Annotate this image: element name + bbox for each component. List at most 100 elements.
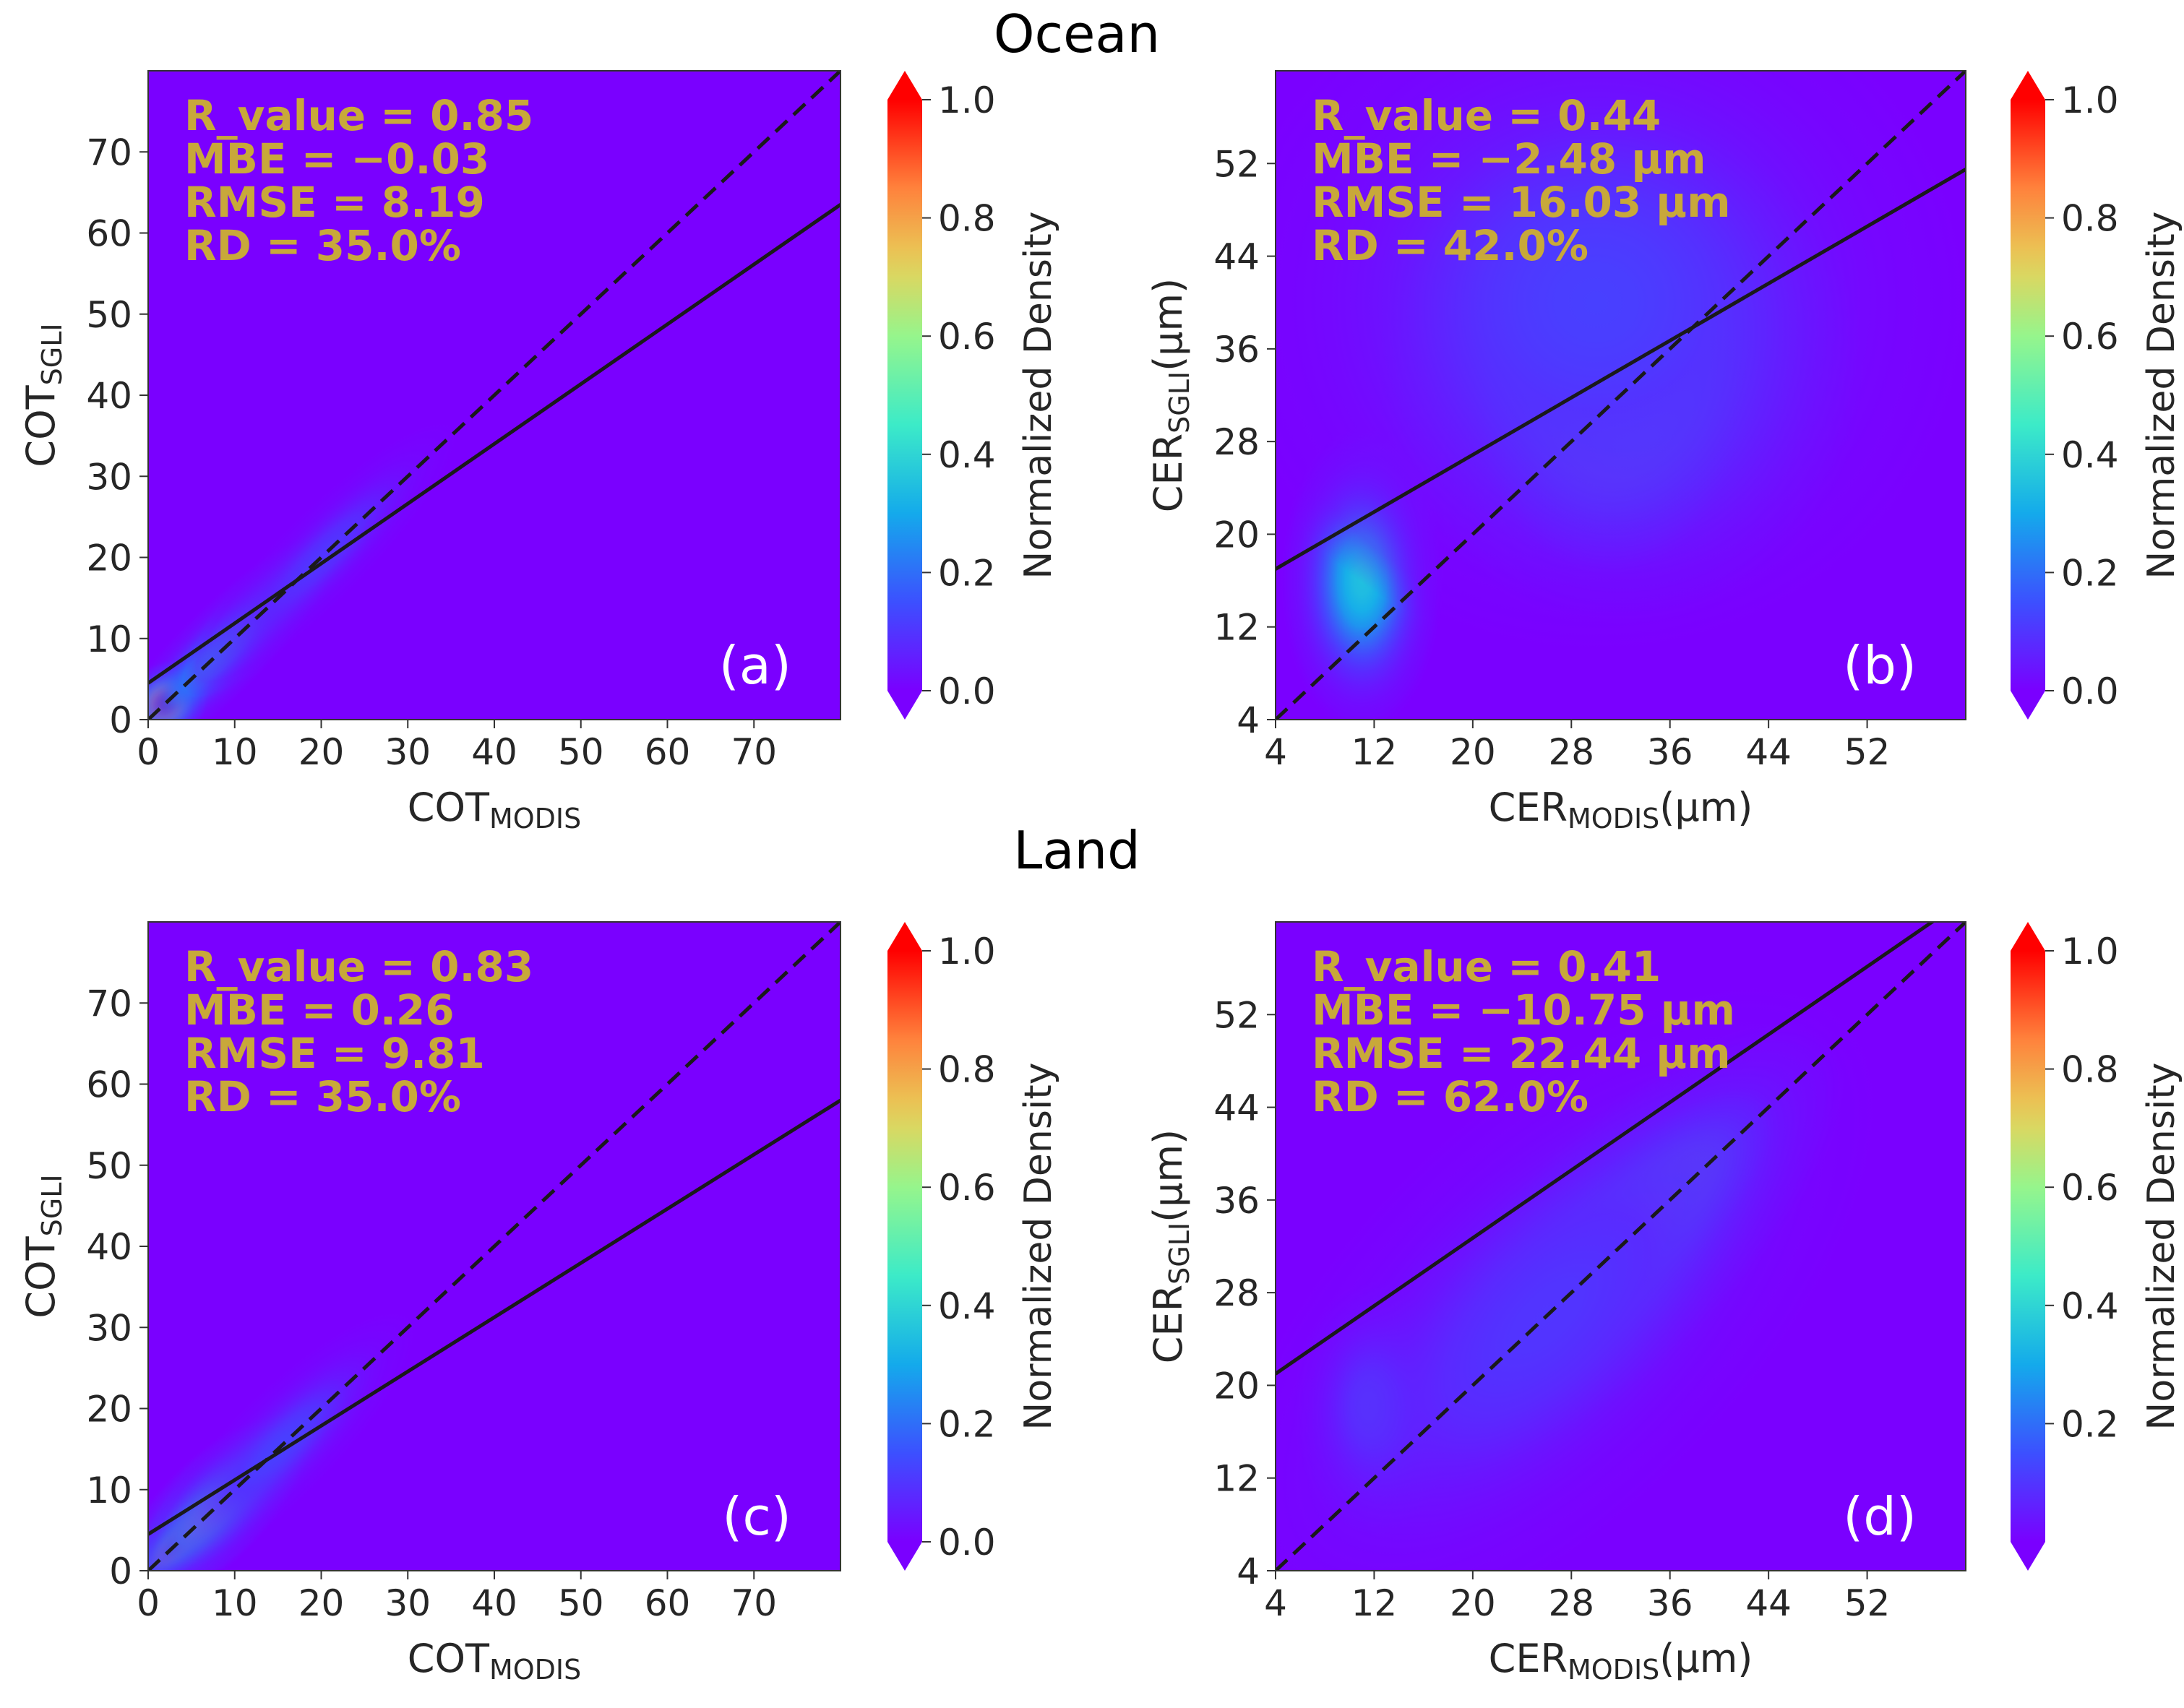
stat-line: RD = 42.0%	[1312, 221, 1588, 270]
colorbar-tick-label: 1.0	[2061, 931, 2119, 972]
stat-line: MBE = 0.26	[184, 985, 455, 1035]
colorbar-extend-max	[887, 71, 922, 100]
colorbar-gradient	[887, 951, 922, 1542]
colorbar-extend-max	[2011, 922, 2045, 951]
y-tick-label: 4	[1237, 699, 1260, 741]
y-tick-label: 60	[86, 213, 132, 255]
colorbar-extend-min	[2011, 1542, 2045, 1571]
colorbar-tick-label: 0.8	[2061, 1049, 2119, 1091]
x-tick-label: 20	[298, 1582, 345, 1624]
colorbar-tick-label: 0.6	[2061, 1167, 2119, 1209]
y-tick-label: 20	[1213, 514, 1260, 556]
colorbar-gradient	[2011, 100, 2045, 691]
panel-label: (d)	[1843, 1486, 1917, 1547]
panel-b: 4 12 20 28 36 44 52 4 12 20 28 36 44 52 CERMODIS(μm) CE…	[1145, 70, 2183, 834]
panels: 0 10 20 30 40 50 60 70010203040506070COTMODISCO…	[18, 70, 2183, 1686]
colorbar-tick-label: 0.8	[938, 198, 996, 240]
x-axis-label: CERMODIS(μm)	[1489, 1636, 1753, 1686]
colorbar-tick-label: 0.4	[2061, 434, 2119, 476]
x-tick-label: 10	[212, 1582, 258, 1624]
regression-line	[1276, 922, 1935, 1376]
y-tick-label: 20	[86, 1389, 132, 1431]
colorbar-tick-label: 0.0	[938, 670, 996, 712]
colorbar-tick-label: 0.4	[938, 1285, 996, 1327]
y-tick-label: 50	[86, 294, 132, 336]
y-tick-label: 70	[86, 131, 132, 173]
colorbar-tick-label: 0.8	[2061, 198, 2119, 240]
density-blob	[1276, 71, 1966, 660]
colorbar: 0.2 0.4 0.6 0.8 1.0 Normalized Density	[2011, 922, 2183, 1571]
colorbar-tick-label: 1.0	[938, 931, 996, 972]
y-tick-label: 10	[86, 1470, 132, 1511]
row-title-ocean: Ocean	[994, 4, 1160, 64]
panel-c: 0 10 20 30 40 50 60 70 0 10 20 30 40 50 60 70 COTMODIS CO…	[18, 921, 1060, 1686]
colorbar-gradient	[2011, 951, 2045, 1542]
colorbar: 0.0 0.2 0.4 0.6 0.8 1.0 Normalized Density	[887, 71, 1060, 720]
x-tick-label: 0	[137, 1582, 160, 1624]
panel-label: (a)	[719, 635, 791, 696]
stat-line: R_value = 0.85	[184, 91, 533, 140]
x-tick-label: 52	[1844, 731, 1891, 773]
y-tick-label: 44	[1213, 1087, 1260, 1129]
colorbar-extend-min	[2011, 691, 2045, 720]
stat-line: R_value = 0.44	[1312, 91, 1661, 140]
y-axis-label: COTSGLI	[18, 1174, 68, 1318]
x-tick-label: 70	[731, 1582, 777, 1624]
x-tick-label: 4	[1264, 1582, 1287, 1624]
y-tick-label: 4	[1237, 1550, 1260, 1592]
panel-label: (c)	[722, 1486, 791, 1547]
y-tick-label: 28	[1213, 421, 1260, 463]
x-tick-label: 36	[1647, 731, 1693, 773]
y-tick-label: 50	[86, 1145, 132, 1187]
one-to-one-line	[1276, 922, 1966, 1571]
colorbar-tick-label: 0.4	[2061, 1285, 2119, 1327]
density-field	[1276, 71, 1966, 720]
panel-label: (b)	[1843, 635, 1917, 696]
colorbar-tick-label: 0.4	[938, 434, 996, 476]
x-tick-label: 20	[1450, 1582, 1496, 1624]
regression-line	[148, 1098, 841, 1536]
x-tick-label: 28	[1548, 1582, 1594, 1624]
colorbar-extend-max	[2011, 71, 2045, 100]
colorbar-tick-label: 0.2	[938, 552, 996, 594]
y-tick-label: 52	[1213, 143, 1260, 185]
x-axis-label: COTMODIS	[408, 1636, 582, 1686]
one-to-one-line	[148, 71, 841, 720]
y-tick-label: 0	[109, 1550, 132, 1592]
stat-line: RD = 62.0%	[1312, 1072, 1588, 1121]
y-tick-label: 36	[1213, 1180, 1260, 1222]
y-tick-label: 40	[86, 1226, 132, 1268]
x-tick-label: 30	[384, 1582, 431, 1624]
plot-frame	[1275, 70, 1966, 720]
x-axis-label: CERMODIS(μm)	[1489, 785, 1753, 834]
x-tick-label: 12	[1351, 731, 1398, 773]
colorbar-tick-label: 1.0	[938, 79, 996, 121]
y-tick-label: 20	[86, 538, 132, 579]
x-tick-label: 36	[1647, 1582, 1693, 1624]
colorbar: 0.0 0.2 0.4 0.6 0.8 1.0 Normalized Density	[887, 922, 1060, 1571]
row-title-land: Land	[1013, 820, 1140, 881]
colorbar-tick-label: 0.0	[2061, 670, 2119, 712]
x-tick-label: 30	[384, 731, 431, 773]
colorbar-tick-label: 0.2	[938, 1403, 996, 1445]
colorbar-label: Normalized Density	[2140, 211, 2183, 579]
panel-a: 0 10 20 30 40 50 60 70 0 10 20 30 40 50 60 70 COTMODIS CO…	[18, 70, 1060, 834]
stat-line: MBE = −2.48 μm	[1312, 134, 1706, 184]
colorbar-tick-label: 0.2	[2061, 552, 2119, 594]
y-axis-label: CERSGLI(μm)	[1145, 278, 1195, 512]
y-tick-label: 36	[1213, 329, 1260, 371]
x-tick-label: 40	[471, 1582, 517, 1624]
x-tick-label: 44	[1745, 731, 1792, 773]
x-tick-label: 40	[471, 731, 517, 773]
x-tick-label: 52	[1844, 1582, 1891, 1624]
colorbar-label: Normalized Density	[1017, 211, 1060, 579]
colorbar-extend-max	[887, 922, 922, 951]
x-tick-label: 4	[1264, 731, 1287, 773]
stat-line: RMSE = 22.44 μm	[1312, 1029, 1731, 1078]
x-tick-label: 0	[137, 731, 160, 773]
x-tick-label: 70	[731, 731, 777, 773]
y-axis-label: COTSGLI	[18, 323, 68, 467]
stat-line: R_value = 0.83	[184, 942, 533, 991]
plot-frame	[1275, 921, 1966, 1571]
density-blob	[183, 419, 460, 696]
